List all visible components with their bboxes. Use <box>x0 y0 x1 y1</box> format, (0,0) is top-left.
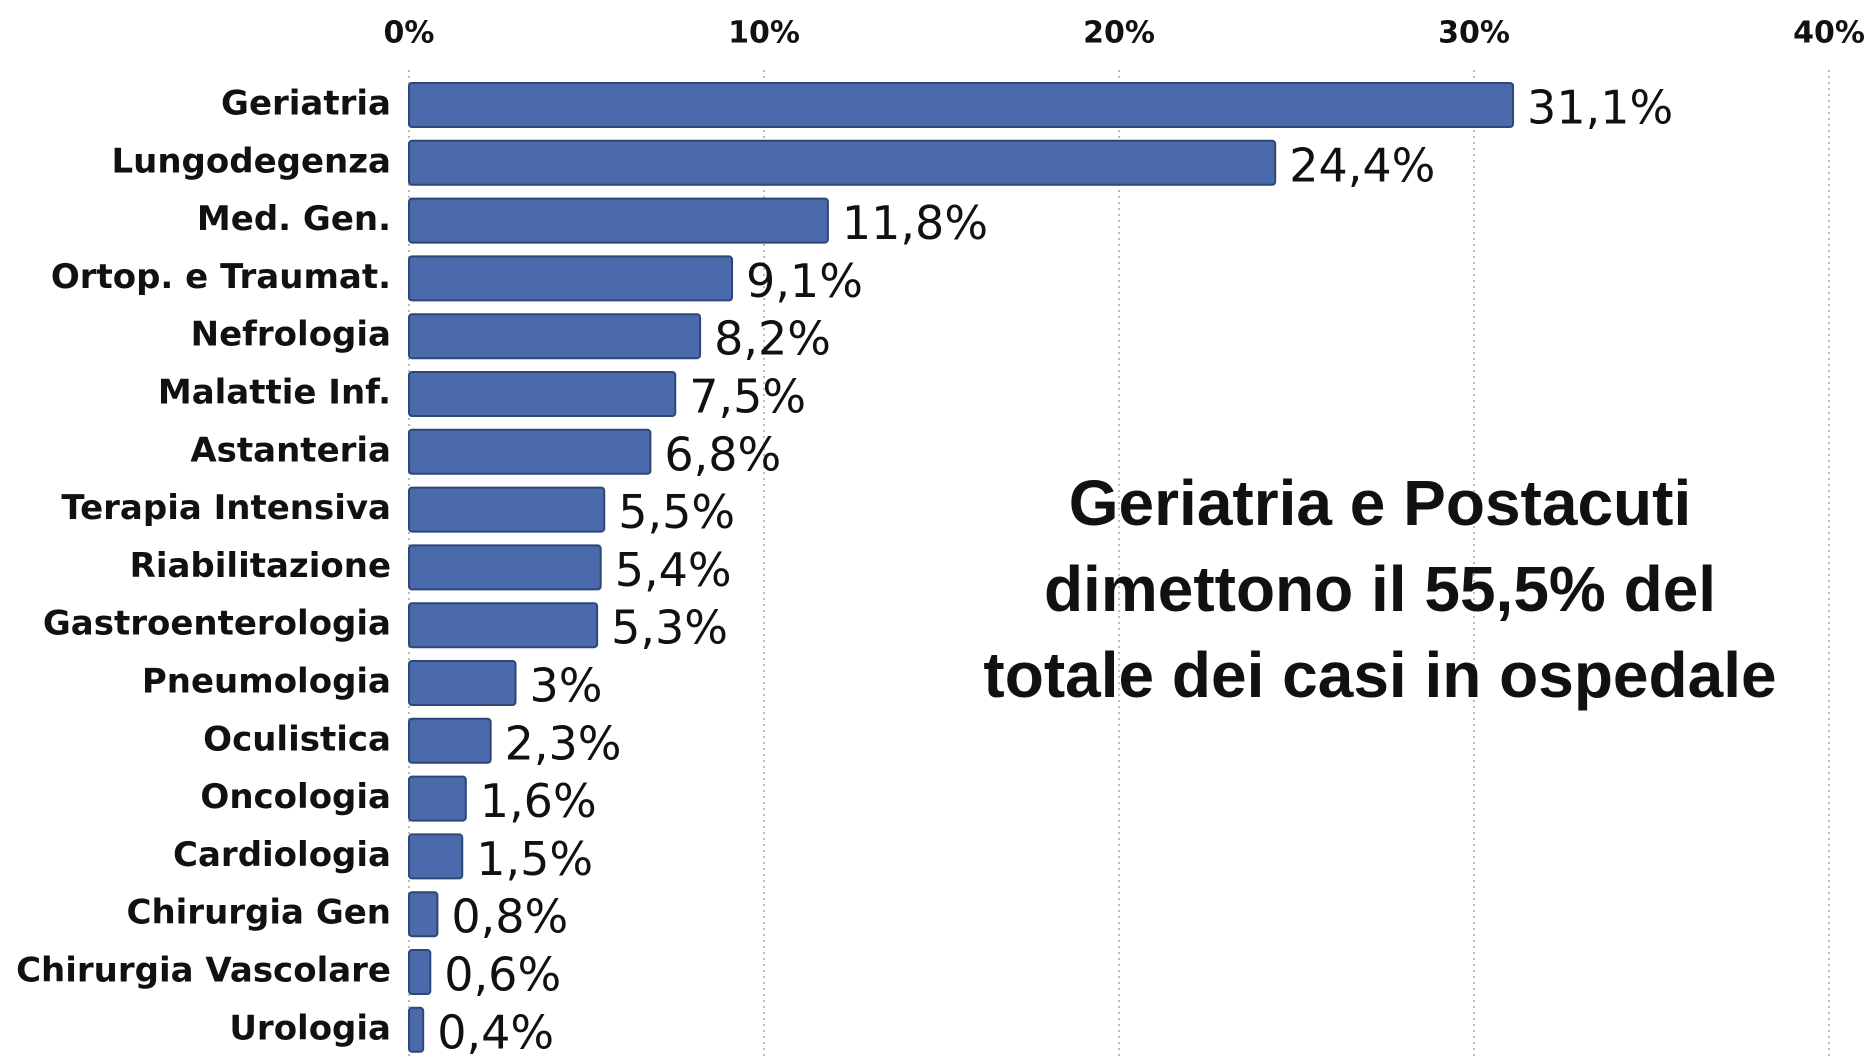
y-tick-label: Gastroenterologia <box>43 604 391 644</box>
y-tick-label: Riabilitazione <box>130 546 391 586</box>
value-label: 1,6% <box>480 774 597 828</box>
bar <box>408 255 734 302</box>
value-label: 5,4% <box>615 543 732 597</box>
bar <box>408 544 602 591</box>
value-label: 5,5% <box>618 485 735 539</box>
value-label: 0,4% <box>437 1005 554 1057</box>
value-label: 2,3% <box>505 716 622 770</box>
value-label: 3% <box>530 659 603 713</box>
y-tick-label: Med. Gen. <box>197 199 391 239</box>
y-tick-label: Chirurgia Gen <box>127 893 392 933</box>
annotation: Geriatria e Postacuti dimettono il 55,5%… <box>983 467 1777 711</box>
value-label: 7,5% <box>689 370 806 424</box>
y-tick-label: Geriatria <box>221 84 391 124</box>
y-tick-label: Ortop. e Traumat. <box>51 257 391 297</box>
bar <box>408 717 492 764</box>
bar <box>408 775 467 822</box>
y-tick-label: Oculistica <box>203 719 391 759</box>
bar <box>408 486 606 533</box>
y-tick-label: Pneumologia <box>142 662 391 702</box>
bar <box>408 1006 425 1053</box>
value-label: 9,1% <box>746 254 863 308</box>
value-label: 31,1% <box>1527 81 1673 135</box>
value-label: 6,8% <box>664 427 781 481</box>
y-tick-label: Lungodegenza <box>111 141 391 181</box>
y-tick-label: Nefrologia <box>191 315 391 355</box>
value-label: 8,2% <box>714 312 831 366</box>
y-tick-label: Cardiologia <box>173 835 391 875</box>
y-tick-label: Urologia <box>229 1008 391 1048</box>
value-label: 1,5% <box>476 832 593 886</box>
x-tick-label: 0% <box>384 16 435 51</box>
value-label: 24,4% <box>1289 138 1435 192</box>
y-tick-label: Oncologia <box>200 777 391 817</box>
bar <box>408 371 677 417</box>
y-tick-label: Terapia Intensiva <box>61 488 391 528</box>
bar <box>408 602 599 649</box>
value-label: 0,6% <box>444 948 561 1002</box>
bar <box>408 197 829 244</box>
bar <box>408 949 432 995</box>
bar <box>408 313 702 360</box>
bar <box>408 82 1515 128</box>
x-tick-label: 30% <box>1438 16 1510 51</box>
value-label: 0,8% <box>451 890 568 944</box>
y-tick-label: Astanteria <box>190 430 391 470</box>
x-tick-label: 20% <box>1083 16 1155 51</box>
x-tick-label: 10% <box>728 16 800 51</box>
value-label: 5,3% <box>611 601 728 655</box>
bar <box>408 139 1277 186</box>
x-tick-label: 40% <box>1793 16 1865 51</box>
bar <box>408 428 652 475</box>
bar <box>408 891 439 938</box>
y-tick-label: Chirurgia Vascolare <box>16 951 391 991</box>
bar <box>408 660 517 706</box>
value-label: 11,8% <box>842 196 988 250</box>
y-tick-label: Malattie Inf. <box>158 373 391 413</box>
bar <box>408 833 464 880</box>
